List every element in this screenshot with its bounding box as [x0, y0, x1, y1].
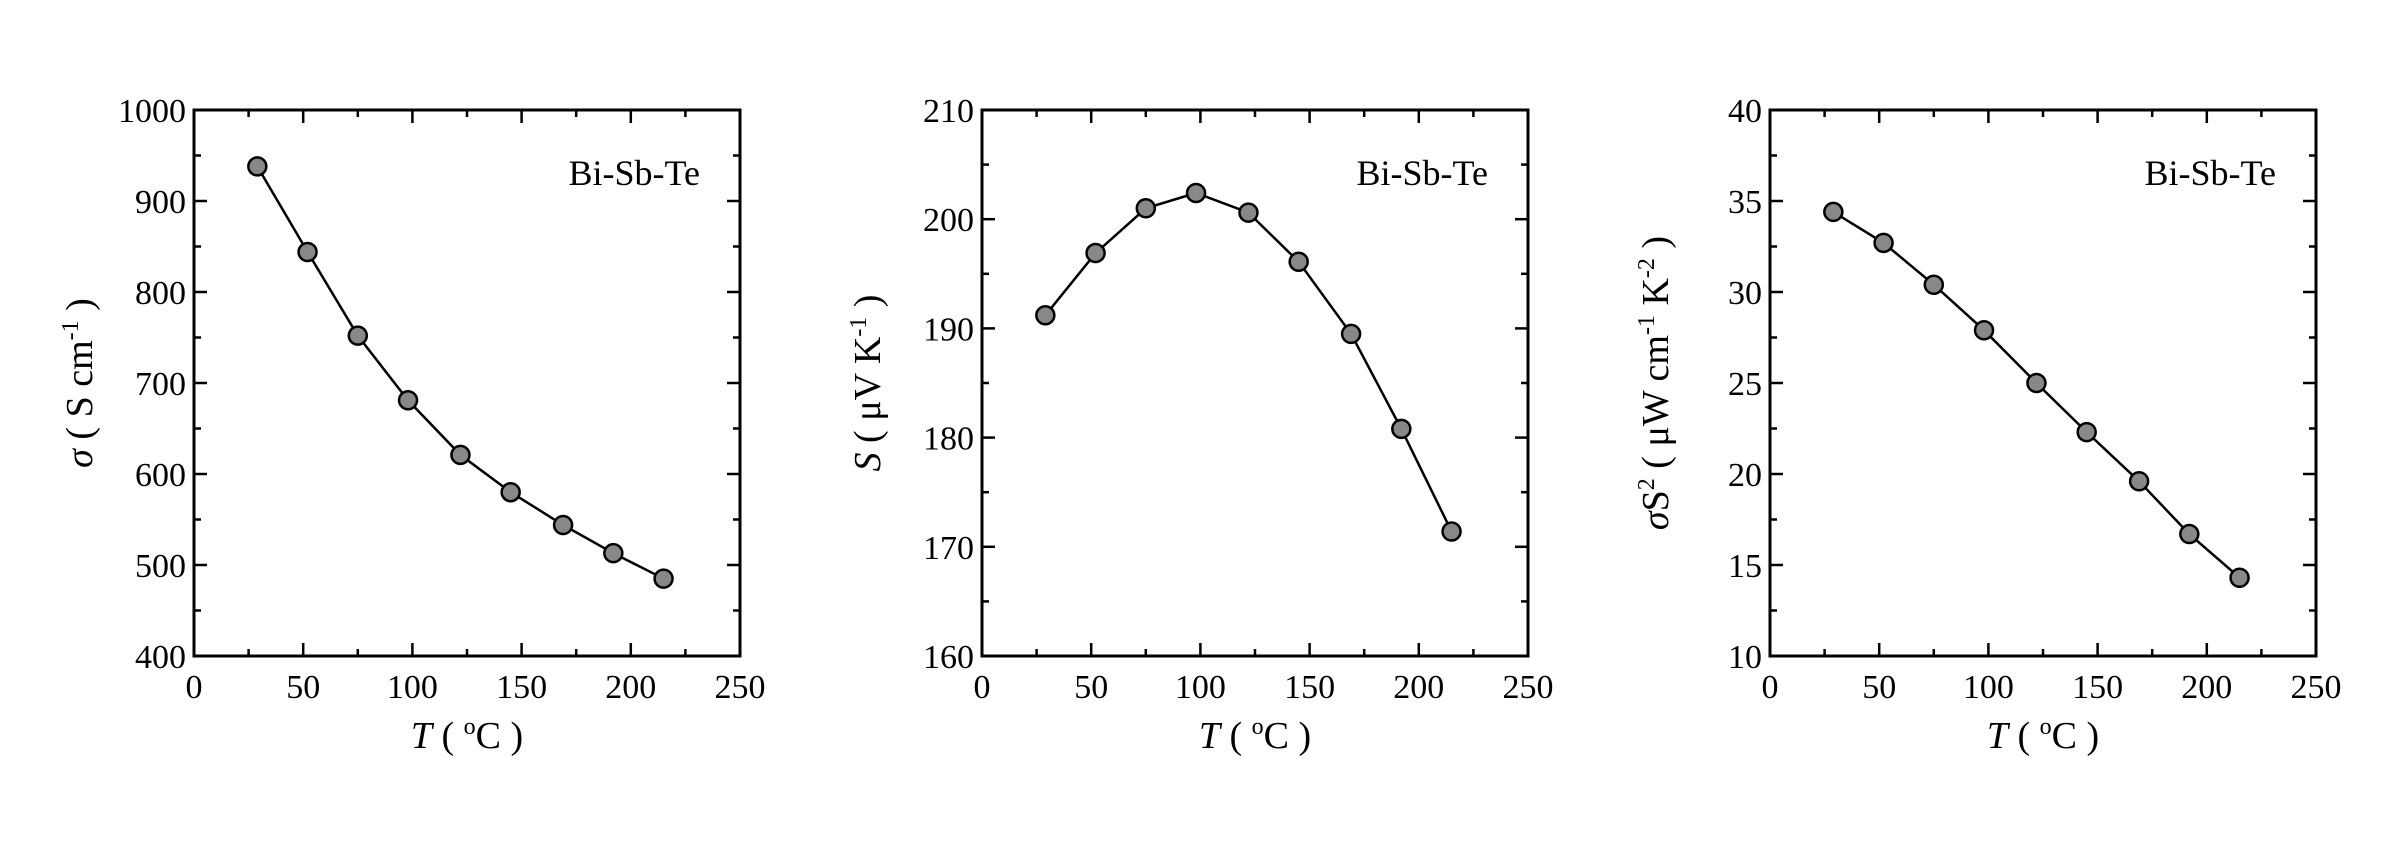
sigma-data-point: [552, 514, 574, 536]
pf-data-point: [1973, 319, 1995, 341]
sigma-x-tick-label: 100: [387, 669, 438, 706]
seebeck-data-point: [1288, 251, 1309, 273]
seebeck-data-point: [1391, 418, 1412, 440]
sigma-data-point: [347, 325, 369, 346]
sigma-x-tick-label: 200: [605, 669, 656, 706]
seebeck-x-axis-label: T ( oC ): [1199, 714, 1311, 757]
seebeck-y-tick-label: 190: [923, 311, 974, 348]
seebeck-data-point: [1238, 202, 1259, 223]
seebeck-data-point: [1441, 521, 1462, 542]
seebeck-x-tick-label: 50: [1074, 669, 1108, 706]
pf-y-axis-label: σS2 ( μW cm-1 K-2 ): [1634, 236, 1677, 530]
sigma-data-point: [603, 542, 624, 564]
pf-y-tick-label: 20: [1728, 457, 1762, 494]
seebeck-x-tick-label: 150: [1284, 669, 1335, 706]
pf-series-line: [1832, 210, 2241, 579]
pf-data-point: [2026, 372, 2047, 394]
pf-data-point: [2179, 523, 2200, 545]
sigma-data-point: [397, 390, 419, 411]
seebeck-y-tick-label: 170: [923, 530, 974, 567]
pf-data-point: [2229, 567, 2250, 588]
sigma-data-point: [500, 481, 521, 503]
pf-annotation: Bi-Sb-Te: [2145, 153, 2276, 193]
sigma-data-point: [653, 568, 674, 589]
power-factor-panel: 0 50 100 150 200 250 10 15 20 25 30 35 40 T ( oC ) σS2…: [1634, 93, 2342, 757]
pf-data-point: [1823, 201, 1844, 223]
seebeck-x-tick-label: 250: [1503, 669, 1554, 706]
seebeck-panel: 0 50 100 150 200 250 160 170 180 190 200 210 T ( oC …: [846, 93, 1554, 757]
pf-y-tick-label: 30: [1728, 275, 1762, 312]
seebeck-y-axis-label: S ( μV K-1 ): [846, 295, 889, 472]
sigma-x-axis-label: T ( oC ): [411, 714, 523, 757]
sigma-y-tick-label: 600: [135, 457, 186, 494]
seebeck-annotation: Bi-Sb-Te: [1357, 153, 1488, 193]
pf-x-axis-label: T ( oC ): [1987, 714, 2099, 757]
sigma-y-axis-label: σ ( S cm-1 ): [58, 298, 101, 468]
pf-data-point: [2128, 471, 2150, 492]
seebeck-x-tick-label: 0: [974, 669, 991, 706]
sigma-x-tick-label: 50: [286, 669, 320, 706]
pf-x-tick-label: 100: [1963, 669, 2014, 706]
sigma-data-point: [450, 444, 471, 466]
seebeck-data-point: [1135, 198, 1157, 219]
pf-x-tick-label: 150: [2072, 669, 2123, 706]
pf-x-tick-label: 50: [1862, 669, 1896, 706]
pf-y-tick-label: 15: [1728, 548, 1762, 585]
seebeck-y-tick-label: 160: [923, 639, 974, 676]
pf-x-tick-label: 200: [2181, 669, 2232, 706]
pf-data-point: [2076, 421, 2097, 443]
pf-y-tick-label: 40: [1728, 93, 1762, 130]
seebeck-series-line: [1044, 191, 1453, 533]
sigma-series-line: [256, 165, 665, 580]
sigma-y-tick-label: 700: [135, 366, 186, 403]
seebeck-data-point: [1035, 305, 1056, 326]
pf-data-point: [1873, 232, 1894, 254]
sigma-y-tick-label: 400: [135, 639, 186, 676]
seebeck-data-point: [1340, 323, 1362, 345]
pf-y-tick-label: 25: [1728, 366, 1762, 403]
sigma-y-tick-label: 900: [135, 184, 186, 221]
sigma-annotation: Bi-Sb-Te: [569, 153, 700, 193]
sigma-data-point: [297, 241, 318, 263]
seebeck-y-tick-label: 210: [923, 93, 974, 130]
sigma-x-tick-label: 0: [186, 669, 203, 706]
pf-y-tick-label: 10: [1728, 639, 1762, 676]
sigma-y-tick-label: 800: [135, 275, 186, 312]
pf-data-point: [1923, 274, 1945, 295]
conductivity-panel: 0 50 100 150 200 250 400 500 600 700 800 900 1000 T (…: [58, 93, 766, 757]
seebeck-y-tick-label: 200: [923, 202, 974, 239]
sigma-y-tick-label: 500: [135, 548, 186, 585]
pf-x-tick-label: 250: [2291, 669, 2342, 706]
seebeck-x-tick-label: 100: [1175, 669, 1226, 706]
seebeck-y-tick-label: 180: [923, 421, 974, 458]
pf-y-tick-label: 35: [1728, 184, 1762, 221]
sigma-data-point: [247, 156, 268, 177]
pf-x-tick-label: 0: [1762, 669, 1779, 706]
seebeck-x-tick-label: 200: [1393, 669, 1444, 706]
sigma-x-tick-label: 250: [715, 669, 766, 706]
sigma-x-tick-label: 150: [496, 669, 547, 706]
sigma-y-tick-label: 1000: [118, 93, 186, 130]
seebeck-data-point: [1185, 182, 1207, 204]
seebeck-data-point: [1085, 242, 1106, 264]
